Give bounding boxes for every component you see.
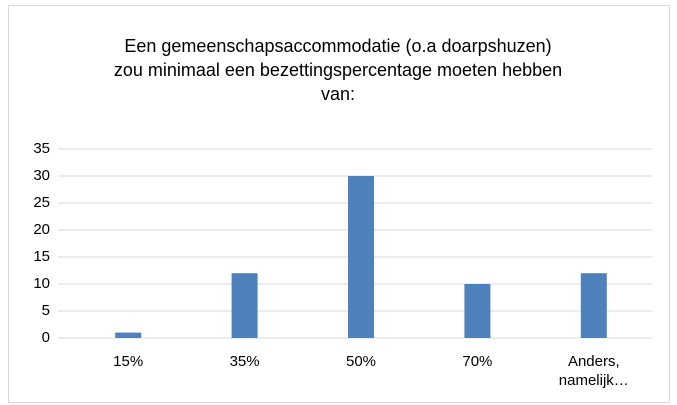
- x-tick-label: 15%: [113, 353, 144, 370]
- x-tick-label: 50%: [345, 353, 377, 370]
- bar: [464, 284, 491, 338]
- y-tick-label: 5: [42, 302, 50, 319]
- y-tick-label: 25: [33, 194, 50, 211]
- y-tick-label: 35: [33, 140, 50, 157]
- y-tick-label: 10: [33, 275, 50, 292]
- x-tick-label: Anders, namelijk…: [558, 353, 629, 389]
- bar: [348, 176, 374, 338]
- chart-title: Een gemeenschapsaccommodatie (o.a doarps…: [113, 36, 563, 104]
- x-tick-label: 70%: [462, 353, 493, 370]
- x-tick-label: 35%: [229, 353, 260, 370]
- y-tick-label: 30: [33, 167, 50, 184]
- y-tick-label: 15: [33, 248, 50, 265]
- y-tick-label: 20: [33, 221, 50, 238]
- bar: [231, 273, 258, 338]
- bar: [580, 273, 607, 338]
- y-tick-label: 0: [42, 329, 50, 346]
- bar: [115, 332, 142, 338]
